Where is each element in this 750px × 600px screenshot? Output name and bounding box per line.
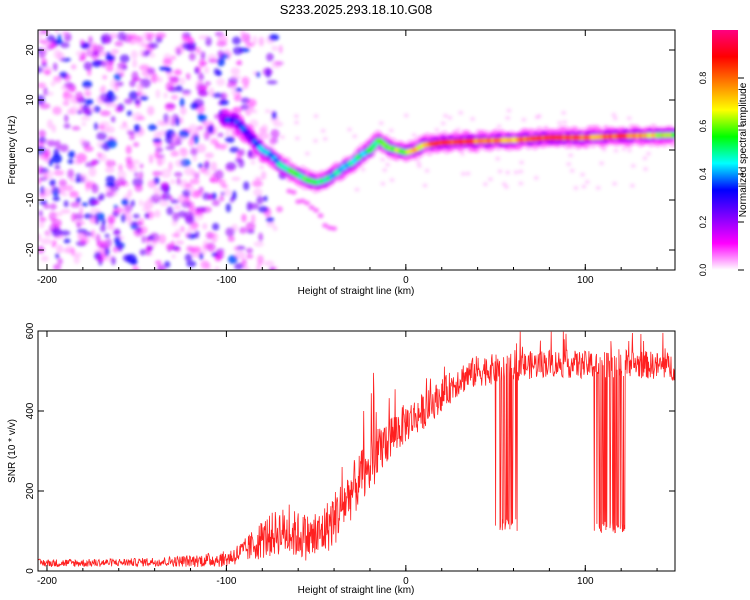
snr-plot-area	[38, 331, 675, 568]
snr-xtick-label: 0	[403, 576, 409, 587]
noise-speckle	[38, 30, 673, 270]
snr-panel: -200 -100 0 100 0 200 400 600 Height of straigh…	[7, 322, 676, 596]
colorbar-tick-label: 0.2	[698, 216, 708, 229]
snr-series-line	[38, 331, 675, 568]
snr-ytick-label: 200	[25, 482, 36, 499]
spectrogram-xtick-label: -100	[216, 275, 236, 286]
snr-ytick-label: 0	[25, 568, 36, 574]
snr-xtick-label: -200	[37, 576, 57, 587]
spectrogram-ytick-label: -10	[25, 192, 36, 207]
snr-xtick-label: 100	[577, 576, 594, 587]
ridge	[217, 108, 675, 194]
spectrogram-xtick-label: 100	[577, 275, 594, 286]
snr-ylabel: SNR (10 * v/v)	[7, 419, 18, 483]
snr-frame	[37, 330, 676, 572]
colorbar-ticks: 0.0 0.2 0.4 0.6 0.8	[698, 72, 744, 277]
spectrogram-xtick-label: 0	[403, 275, 409, 286]
colorbar-label: Normalized spectral amplitude	[738, 82, 749, 217]
spectrogram-ytick-label: 0	[25, 147, 36, 153]
spectrogram-ytick-label: -20	[25, 242, 36, 257]
colorbar-tick-label: 0.0	[698, 264, 708, 277]
snr-axes: -200 -100 0 100 0 200 400 600	[25, 322, 675, 587]
colorbar-tick-label: 0.6	[698, 120, 708, 133]
colorbar-gradient	[712, 30, 738, 270]
snr-xtick-label: -100	[216, 576, 236, 587]
colorbar-tick-label: 0.4	[698, 168, 708, 181]
colorbar-tick-label: 0.8	[698, 72, 708, 85]
spectrogram-xtick-label: -200	[37, 275, 57, 286]
spectrogram-xlabel: Height of straight line (km)	[298, 286, 415, 297]
spectrogram-ytick-label: 10	[25, 94, 36, 106]
secondary-branch	[286, 188, 338, 232]
chart-title: S233.2025.293.18.10.G08	[280, 2, 433, 17]
snr-xlabel: Height of straight line (km)	[298, 585, 415, 596]
spectrogram-ytick-label: 20	[25, 44, 36, 56]
spectrogram-plot-area	[38, 30, 675, 270]
spectrogram-ylabel: Frequency (Hz)	[7, 116, 18, 185]
snr-ytick-label: 400	[25, 402, 36, 419]
colorbar: 0.0 0.2 0.4 0.6 0.8 Normalized spectral ampl…	[698, 30, 749, 276]
snr-ytick-label: 600	[25, 322, 36, 339]
